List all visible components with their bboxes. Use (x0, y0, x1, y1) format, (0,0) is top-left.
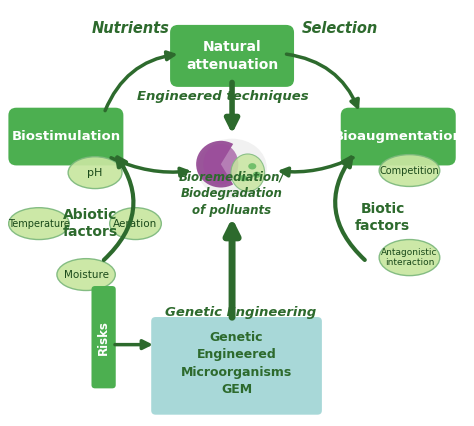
FancyBboxPatch shape (151, 317, 322, 414)
Text: Genetic
Engineered
Microorganisms
GEM: Genetic Engineered Microorganisms GEM (181, 331, 292, 397)
Text: pH: pH (87, 168, 103, 178)
Ellipse shape (203, 144, 238, 184)
Text: Selection: Selection (302, 21, 378, 36)
Ellipse shape (9, 208, 69, 239)
Text: Nutrients: Nutrients (92, 21, 170, 36)
Text: Competition: Competition (380, 166, 439, 176)
Ellipse shape (57, 259, 115, 291)
Ellipse shape (379, 155, 440, 187)
FancyBboxPatch shape (341, 108, 456, 165)
Text: Engineered techniques: Engineered techniques (137, 90, 309, 103)
FancyBboxPatch shape (9, 108, 123, 165)
Ellipse shape (253, 172, 261, 178)
Wedge shape (196, 141, 233, 187)
FancyBboxPatch shape (91, 286, 116, 389)
Ellipse shape (231, 154, 264, 191)
Ellipse shape (379, 239, 440, 276)
Text: Risks: Risks (97, 320, 110, 355)
Text: Biostimulation: Biostimulation (11, 130, 120, 143)
Text: Natural
attenuation: Natural attenuation (186, 40, 278, 72)
Text: Bioaugmentation: Bioaugmentation (334, 130, 463, 143)
Text: Moisture: Moisture (64, 270, 109, 279)
Ellipse shape (248, 163, 256, 170)
Text: Antagonistic
interaction: Antagonistic interaction (381, 248, 438, 267)
Text: Abiotic
factors: Abiotic factors (63, 208, 118, 239)
Text: Biotic
factors: Biotic factors (355, 201, 410, 233)
Text: Bioremediation/
Biodegradation
of polluants: Bioremediation/ Biodegradation of pollua… (179, 170, 285, 217)
FancyBboxPatch shape (170, 25, 294, 87)
Text: Genetic Engineering: Genetic Engineering (165, 306, 317, 319)
Ellipse shape (239, 175, 247, 181)
Ellipse shape (68, 157, 122, 189)
Text: Temperature: Temperature (8, 219, 70, 229)
Text: Aeration: Aeration (113, 219, 158, 229)
Ellipse shape (109, 208, 161, 239)
Ellipse shape (197, 139, 267, 198)
